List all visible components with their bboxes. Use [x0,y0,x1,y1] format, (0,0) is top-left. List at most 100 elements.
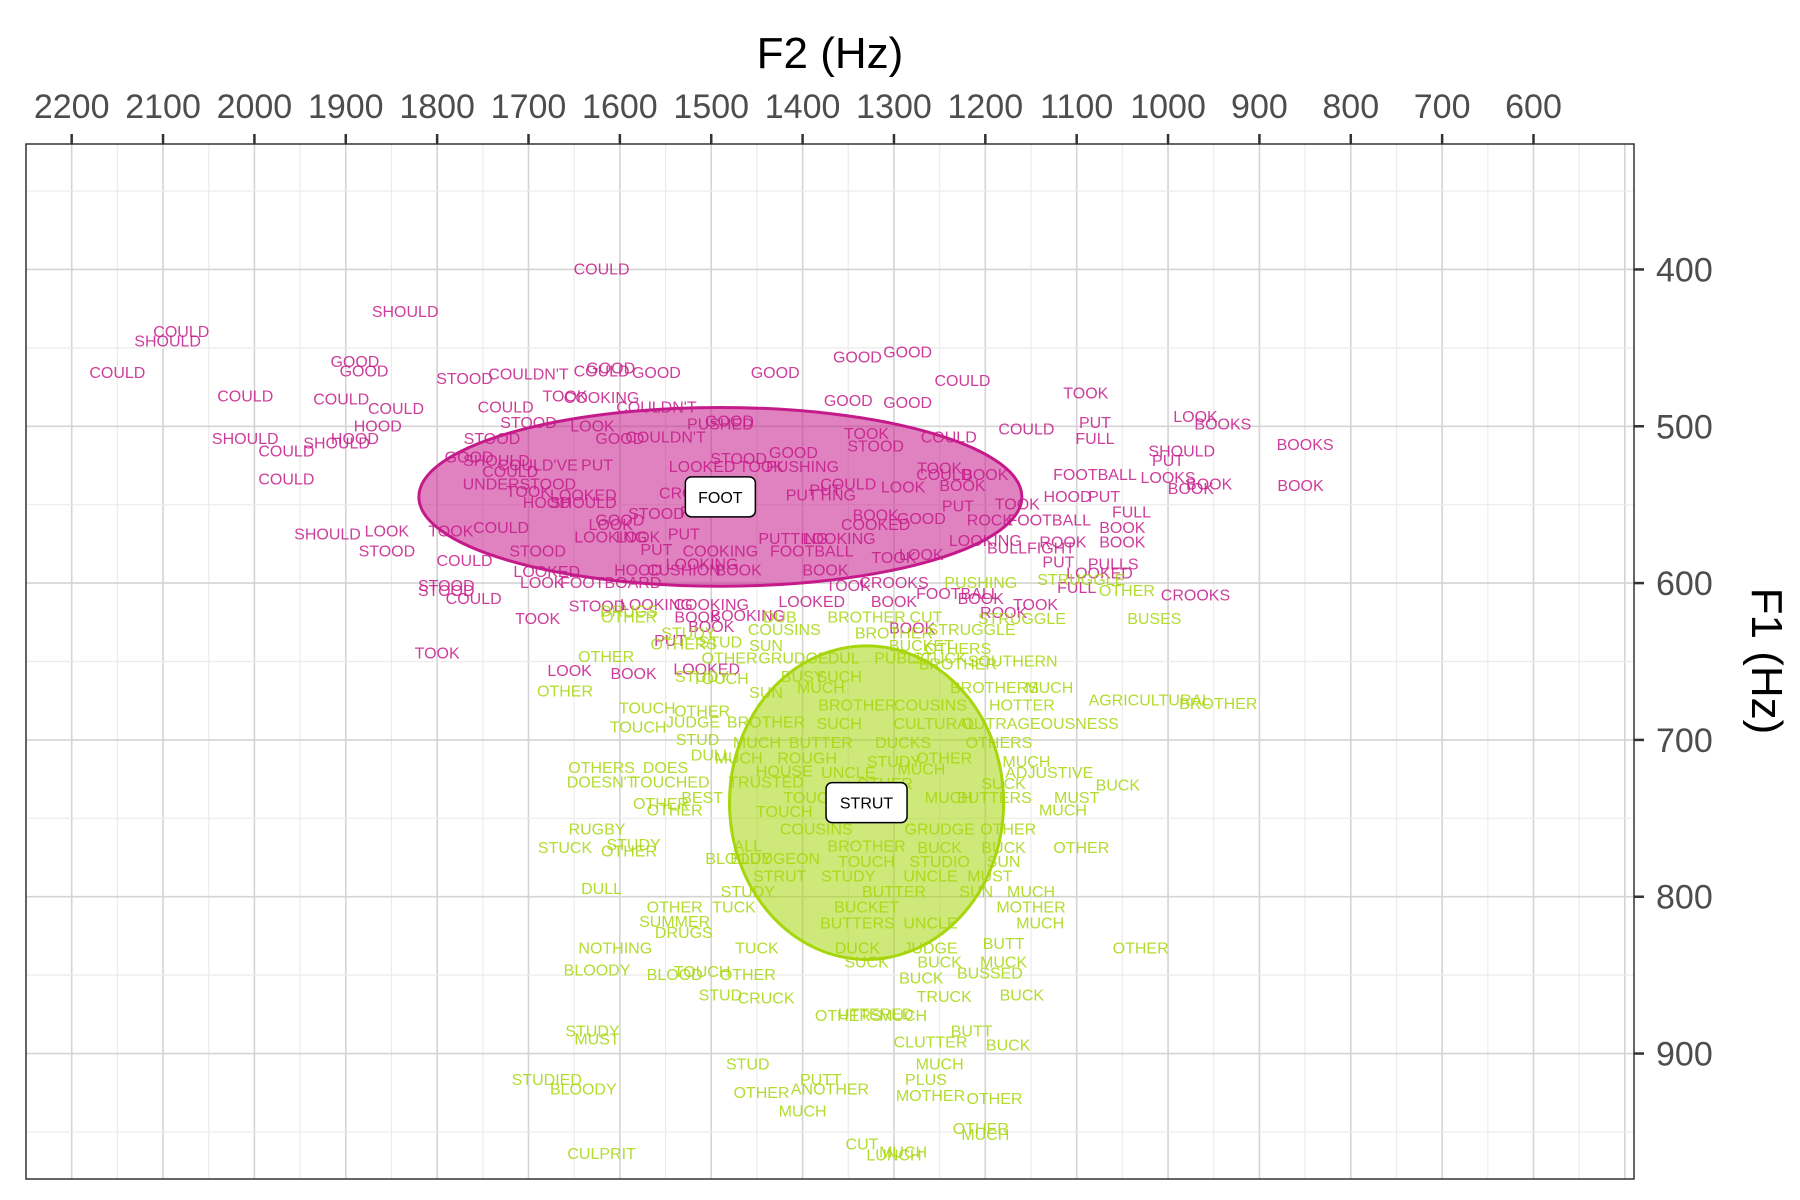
word-point-strut: BUCKET [834,900,899,917]
word-point-foot: TOOK [844,426,889,443]
word-point-foot: BOOK [962,467,1009,484]
word-point-strut: TOUCH [619,701,676,718]
word-point-foot: TOOK [1013,597,1058,614]
x-tick-label: 600 [1505,88,1562,126]
word-point-strut: JUDGE [666,715,720,732]
word-point-foot: HOOD [354,418,402,435]
word-point-foot: SHOULD [463,453,530,470]
word-point-foot: GOOD [632,365,681,382]
y-tick-label: 500 [1656,408,1713,446]
word-point-foot: PUT [640,542,672,559]
word-point-strut: BLUDGEON [730,851,820,868]
word-point-foot: STOOD [464,431,521,448]
word-point-strut: STRUGGLE [978,611,1066,628]
word-point-foot: BOOKS [1194,417,1251,434]
word-point-foot: COULD [258,472,314,489]
word-point-foot: GOOD [833,349,882,366]
word-point-strut: OTHER [702,650,758,667]
word-point-foot: GOOD [340,363,389,380]
word-point-strut: HOUSE [756,763,813,780]
word-point-foot: COOKING [683,544,759,561]
word-point-strut: MUST [1054,790,1100,807]
word-point-strut: ALL [734,839,763,856]
word-point-strut: OTHER [633,796,689,813]
word-point-foot: ROCK [967,512,1014,529]
word-point-strut: BLOODY [550,1082,617,1099]
word-point-foot: TOOK [826,578,871,595]
word-point-strut: MUCH [733,735,781,752]
word-point-strut: MUCH [879,1144,927,1161]
word-point-foot: BOOK [802,563,849,580]
word-point-strut: OTHER [578,649,634,666]
word-point-strut: STUDIED [512,1072,582,1089]
word-point-strut: STUD [726,1057,770,1074]
word-point-foot: STOOD [436,371,493,388]
word-point-foot: LOOK [365,523,410,540]
word-point-foot: GOOD [595,512,644,529]
word-point-foot: BOOKING [710,608,785,625]
word-point-strut: DRUGS [655,925,713,942]
word-point-foot: PUT [809,483,841,500]
word-point-strut: DUCK [835,940,881,957]
word-point-foot: COULD [89,365,145,382]
word-point-strut: BUTTERS [820,915,895,932]
word-point-strut: SUCH [816,716,861,733]
word-point-foot: COULD [473,520,529,537]
word-point-foot: LOOK [1173,409,1218,426]
word-point-strut: LUNCH [866,1147,921,1164]
word-point-foot: LOOKED [513,564,580,581]
word-point-foot: LOOKED [673,661,740,678]
word-point-strut: NOTHING [578,940,652,957]
word-point-foot: BOOK [853,508,900,525]
word-point-foot: STOOD [418,583,475,600]
word-point-foot: COOKING [564,390,640,407]
word-point-strut: STUDY [721,884,776,901]
word-point-foot: PUSHING [766,459,839,476]
word-point-strut: UNCLE [821,765,875,782]
word-point-strut: OTHER [647,802,703,819]
word-point-strut: MUCH [925,790,973,807]
word-point-strut: BUTTERS [957,790,1032,807]
word-point-strut: TOUCHED [631,774,710,791]
word-point-foot: FOOTBOARD [560,575,661,592]
word-point-strut: JUDGE [903,940,957,957]
word-point-foot: COULD'VE [497,457,577,474]
word-point-strut: BUCK [899,970,944,987]
word-point-foot: BOOK [1277,478,1324,495]
word-point-strut: TOUCH [838,854,895,871]
word-point-strut: OTHER [1053,840,1109,857]
word-point-strut: STUDY [675,669,730,686]
word-point-foot: UNDERSTOOD [463,476,577,493]
word-point-strut: STUDY [606,837,661,854]
word-point-foot: GOOD [897,511,946,528]
word-point-foot: FULL [1057,580,1096,597]
word-point-strut: UTTERED [838,1006,914,1023]
word-point-strut: DRUGS [600,603,658,620]
word-point-strut: RUGBY [569,821,626,838]
x-tick-label: 1800 [399,88,475,126]
word-point-strut: CLUTTER [894,1035,968,1052]
word-point-foot: LOOK [520,575,565,592]
word-point-strut: BROTHER [727,715,805,732]
word-point-strut: BROTHER [919,657,997,674]
word-point-strut: MUCH [1007,884,1055,901]
x-tick-label: 1300 [856,88,932,126]
word-point-strut: TRUCK [917,989,972,1006]
word-point-foot: LOOK [570,418,615,435]
word-point-strut: BUCK [917,840,962,857]
word-point-foot: LOOK [547,663,592,680]
word-point-strut: BROTHER [818,697,896,714]
word-point-foot: BOOK [688,619,735,636]
word-point-strut: UNCLE [903,868,957,885]
word-point-strut: MUCH [715,751,763,768]
word-point-strut: BUCKET [889,638,954,655]
word-point-strut: STUCK [913,650,968,667]
word-point-foot: COULD [446,591,502,608]
word-point-strut: DOES [643,760,688,777]
word-point-strut: OTHERS [650,636,717,653]
word-point-strut: STUD [699,635,743,652]
word-point-strut: OTHERS [568,760,635,777]
word-point-foot: COOKED [841,517,910,534]
word-point-foot: PUTTING [786,487,856,504]
word-point-strut: OTHER [733,1085,789,1102]
